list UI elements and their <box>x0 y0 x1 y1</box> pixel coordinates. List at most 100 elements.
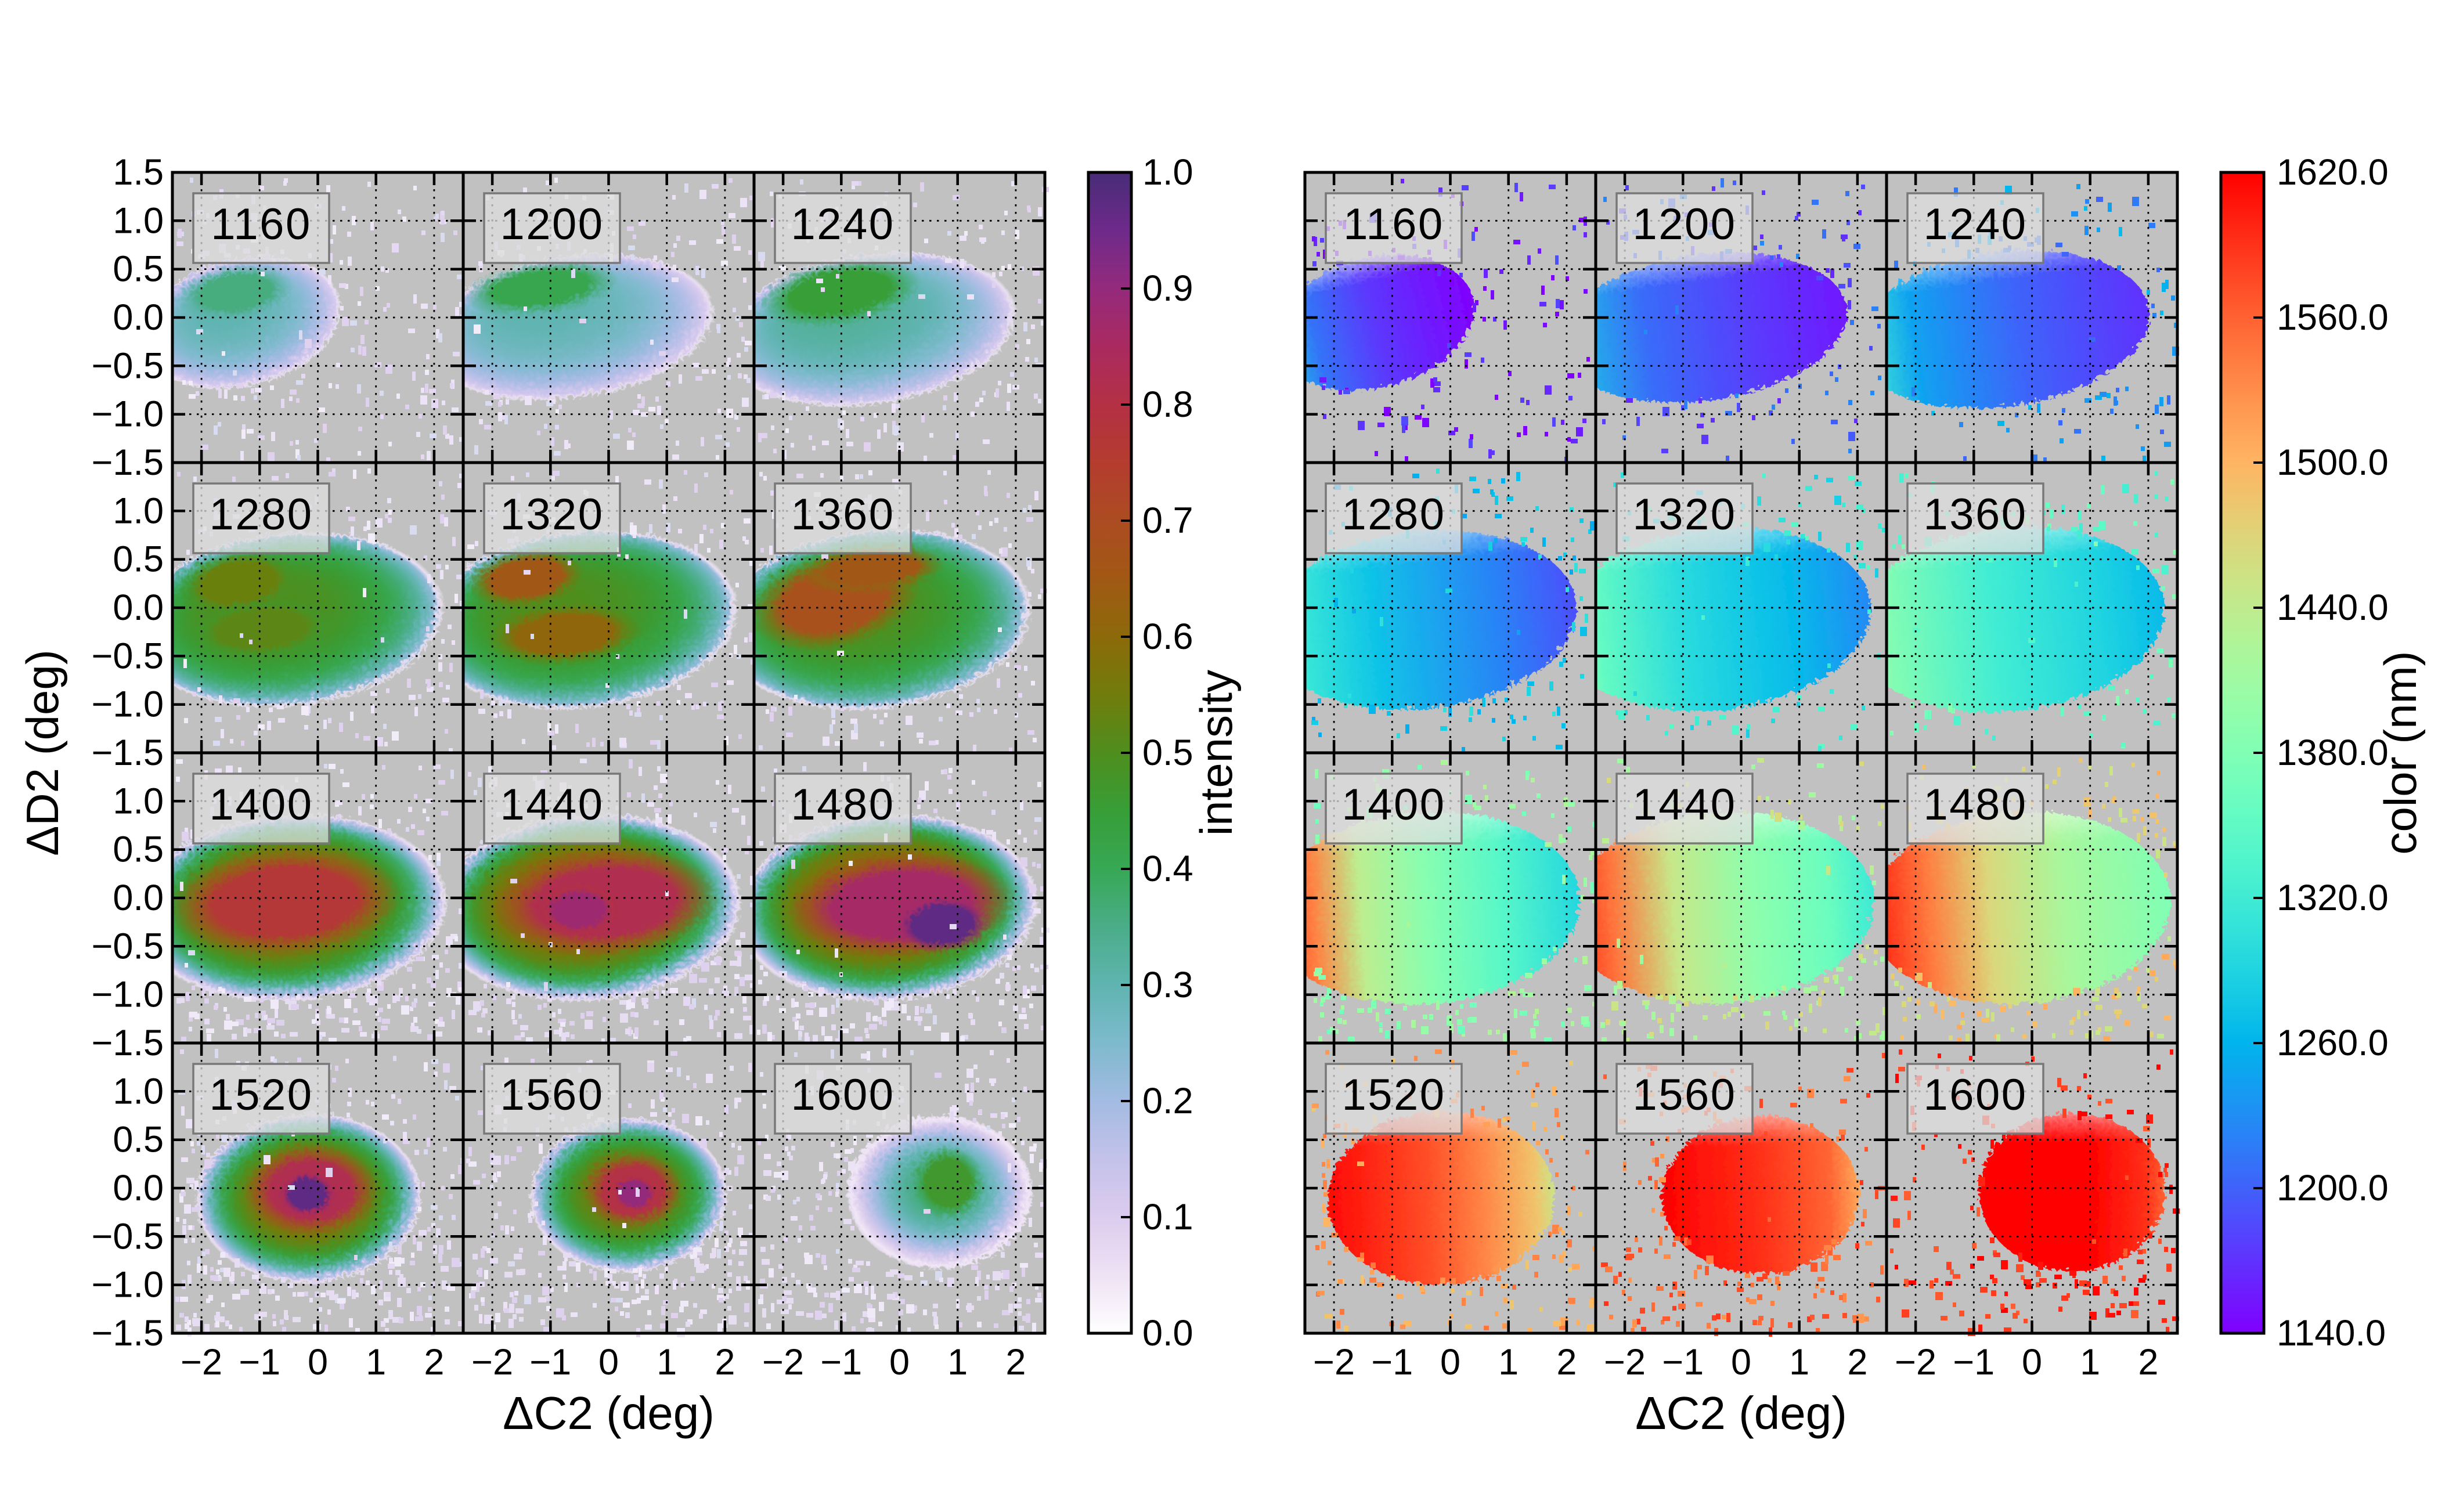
svg-text:1480: 1480 <box>791 780 895 829</box>
svg-text:1280: 1280 <box>1341 490 1445 539</box>
svg-text:−0.5: −0.5 <box>92 636 164 676</box>
svg-text:−1.5: −1.5 <box>92 1023 164 1063</box>
svg-text:0.8: 0.8 <box>1142 384 1193 425</box>
svg-text:−1.5: −1.5 <box>92 442 164 483</box>
svg-text:−1: −1 <box>239 1342 280 1383</box>
svg-text:0.5: 0.5 <box>1142 732 1193 773</box>
svg-text:1440: 1440 <box>1632 780 1736 829</box>
svg-text:1160: 1160 <box>211 200 311 249</box>
svg-text:1.0: 1.0 <box>113 1071 164 1112</box>
svg-text:1: 1 <box>1498 1342 1519 1383</box>
svg-text:0.5: 0.5 <box>113 1120 164 1160</box>
svg-text:ΔC2 (deg): ΔC2 (deg) <box>503 1387 715 1439</box>
svg-text:1320.0: 1320.0 <box>2277 878 2389 918</box>
svg-text:0: 0 <box>889 1342 910 1383</box>
svg-text:ΔC2 (deg): ΔC2 (deg) <box>1635 1387 1847 1439</box>
svg-text:−0.5: −0.5 <box>92 1216 164 1257</box>
svg-text:−2: −2 <box>762 1342 804 1383</box>
svg-text:1560: 1560 <box>500 1070 604 1120</box>
svg-text:2: 2 <box>424 1342 444 1383</box>
svg-text:−1.5: −1.5 <box>92 732 164 773</box>
svg-text:−1: −1 <box>1371 1342 1413 1383</box>
svg-text:1500.0: 1500.0 <box>2277 442 2389 483</box>
svg-text:1360: 1360 <box>1923 490 2027 539</box>
svg-text:1240: 1240 <box>791 200 895 249</box>
svg-text:1520: 1520 <box>209 1070 313 1120</box>
svg-text:−2: −2 <box>1604 1342 1646 1383</box>
svg-text:0: 0 <box>308 1342 328 1383</box>
svg-text:1440: 1440 <box>500 780 604 829</box>
svg-text:1400: 1400 <box>1341 780 1445 829</box>
svg-text:0.4: 0.4 <box>1142 849 1193 889</box>
svg-text:−1.0: −1.0 <box>92 684 164 725</box>
svg-text:1480: 1480 <box>1923 780 2027 829</box>
svg-text:1600: 1600 <box>791 1070 895 1120</box>
svg-text:0.0: 0.0 <box>113 1168 164 1208</box>
svg-text:0.2: 0.2 <box>1142 1081 1193 1121</box>
svg-text:1: 1 <box>947 1342 968 1383</box>
svg-text:1560: 1560 <box>1632 1070 1736 1120</box>
svg-text:0.9: 0.9 <box>1142 268 1193 309</box>
svg-text:−1: −1 <box>529 1342 571 1383</box>
svg-text:1380.0: 1380.0 <box>2277 732 2389 773</box>
svg-text:1.0: 1.0 <box>113 490 164 531</box>
svg-text:1140.0: 1140.0 <box>2277 1313 2386 1354</box>
svg-text:1.0: 1.0 <box>113 200 164 241</box>
svg-text:1360: 1360 <box>791 490 895 539</box>
svg-text:1320: 1320 <box>500 490 604 539</box>
svg-text:1320: 1320 <box>1632 490 1736 539</box>
svg-text:0.0: 0.0 <box>1142 1313 1193 1354</box>
svg-text:1620.0: 1620.0 <box>2277 152 2389 193</box>
svg-text:0: 0 <box>1440 1342 1460 1383</box>
svg-text:1.0: 1.0 <box>1142 152 1193 193</box>
svg-text:−1.0: −1.0 <box>92 1265 164 1305</box>
svg-text:−1.0: −1.0 <box>92 394 164 435</box>
svg-text:0.5: 0.5 <box>113 539 164 580</box>
svg-text:0.1: 0.1 <box>1142 1197 1193 1237</box>
svg-text:1200.0: 1200.0 <box>2277 1168 2389 1208</box>
svg-text:0.5: 0.5 <box>113 249 164 290</box>
svg-text:ΔD2 (deg): ΔD2 (deg) <box>17 649 68 856</box>
svg-text:−0.5: −0.5 <box>92 345 164 386</box>
svg-text:1: 1 <box>366 1342 386 1383</box>
svg-text:0.0: 0.0 <box>113 878 164 918</box>
svg-text:−2: −2 <box>181 1342 222 1383</box>
svg-text:−0.5: −0.5 <box>92 926 164 966</box>
svg-text:1.0: 1.0 <box>113 781 164 821</box>
svg-text:−1: −1 <box>1662 1342 1704 1383</box>
svg-text:color (nm): color (nm) <box>2375 651 2426 854</box>
svg-text:0.7: 0.7 <box>1142 500 1193 541</box>
svg-text:1240: 1240 <box>1923 200 2027 249</box>
svg-text:1260.0: 1260.0 <box>2277 1023 2389 1063</box>
svg-text:1280: 1280 <box>209 490 313 539</box>
svg-text:−1.0: −1.0 <box>92 975 164 1015</box>
svg-text:−1: −1 <box>1953 1342 1995 1383</box>
svg-text:1200: 1200 <box>1632 200 1736 249</box>
svg-text:2: 2 <box>715 1342 735 1383</box>
svg-text:2: 2 <box>2138 1342 2158 1383</box>
svg-text:0: 0 <box>1731 1342 1751 1383</box>
svg-text:1: 1 <box>1789 1342 1809 1383</box>
svg-text:1560.0: 1560.0 <box>2277 297 2389 338</box>
svg-text:0.5: 0.5 <box>113 829 164 870</box>
svg-text:1.5: 1.5 <box>113 152 164 193</box>
svg-text:−1.5: −1.5 <box>92 1313 164 1354</box>
svg-text:1400: 1400 <box>209 780 313 829</box>
svg-text:1160: 1160 <box>1343 200 1444 249</box>
svg-text:2: 2 <box>1005 1342 1026 1383</box>
svg-text:−2: −2 <box>471 1342 513 1383</box>
svg-text:intensity: intensity <box>1191 670 1242 836</box>
svg-text:1200: 1200 <box>500 200 604 249</box>
svg-text:1520: 1520 <box>1341 1070 1445 1120</box>
svg-text:0.0: 0.0 <box>113 587 164 628</box>
svg-text:1440.0: 1440.0 <box>2277 587 2389 628</box>
svg-text:0: 0 <box>598 1342 619 1383</box>
svg-text:1600: 1600 <box>1923 1070 2027 1120</box>
svg-text:−2: −2 <box>1895 1342 1936 1383</box>
svg-text:2: 2 <box>1556 1342 1577 1383</box>
svg-text:−1: −1 <box>820 1342 862 1383</box>
svg-text:0.3: 0.3 <box>1142 965 1193 1005</box>
svg-text:1: 1 <box>2080 1342 2100 1383</box>
svg-text:1: 1 <box>657 1342 677 1383</box>
svg-text:0.0: 0.0 <box>113 297 164 338</box>
